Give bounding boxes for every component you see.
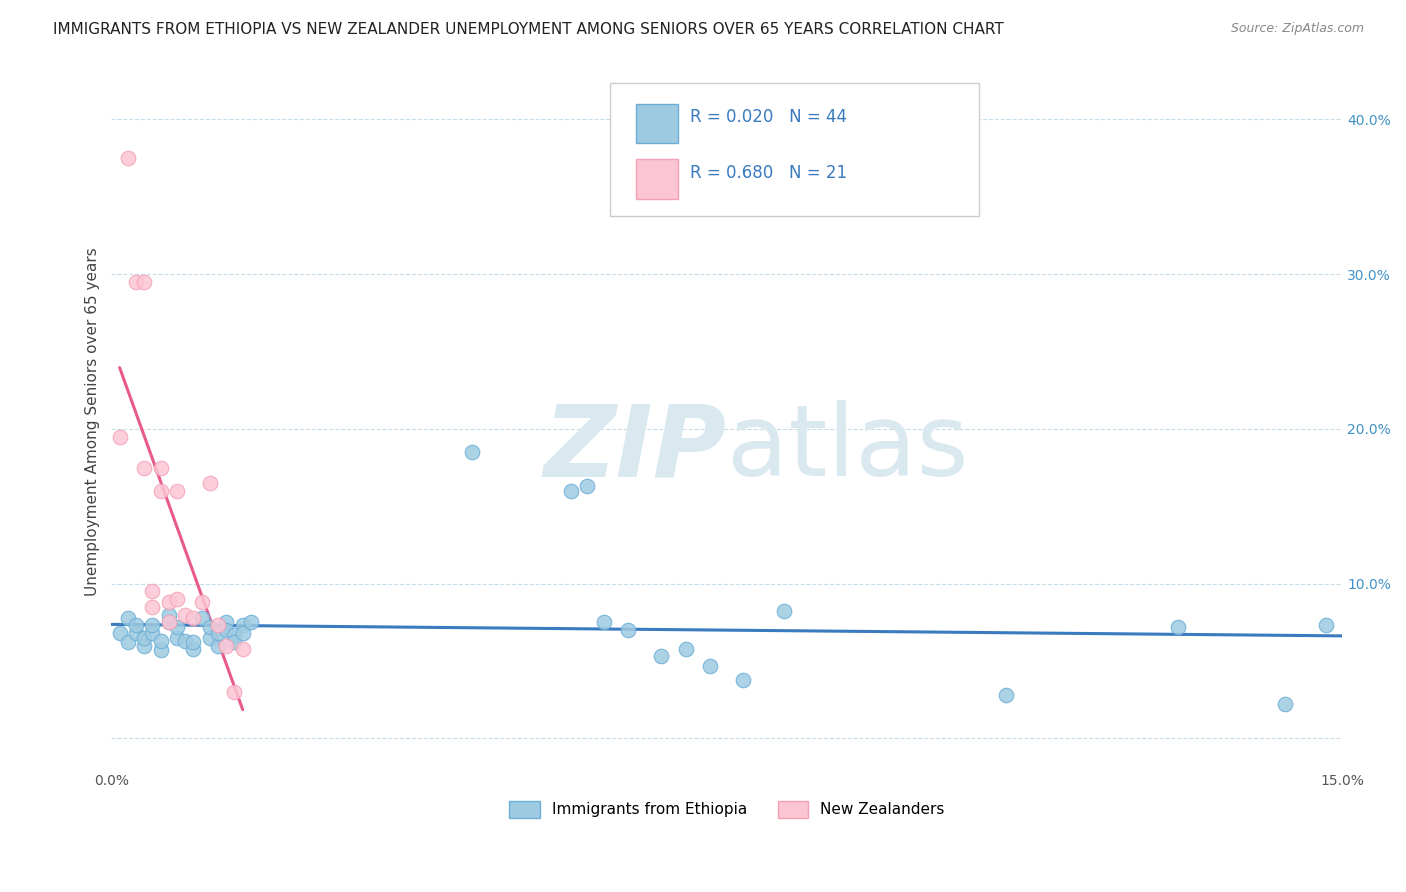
FancyBboxPatch shape	[636, 103, 678, 144]
Point	[141, 584, 163, 599]
Point	[174, 607, 197, 622]
Point	[166, 631, 188, 645]
Text: IMMIGRANTS FROM ETHIOPIA VS NEW ZEALANDER UNEMPLOYMENT AMONG SENIORS OVER 65 YEA: IMMIGRANTS FROM ETHIOPIA VS NEW ZEALANDE…	[53, 22, 1004, 37]
Point	[117, 635, 139, 649]
Point	[650, 649, 672, 664]
Point	[215, 639, 238, 653]
Point	[183, 610, 205, 624]
Point	[108, 626, 131, 640]
Point	[117, 610, 139, 624]
Point	[125, 275, 148, 289]
Point	[174, 633, 197, 648]
Point	[125, 618, 148, 632]
Point	[166, 483, 188, 498]
Point	[733, 673, 755, 687]
Point	[232, 626, 254, 640]
Point	[198, 631, 221, 645]
Point	[157, 615, 180, 630]
Point	[134, 275, 156, 289]
Point	[149, 460, 172, 475]
Point	[183, 635, 205, 649]
Point	[232, 641, 254, 656]
Point	[198, 476, 221, 491]
Point	[675, 641, 697, 656]
Point	[141, 618, 163, 632]
Point	[134, 460, 156, 475]
Point	[207, 626, 229, 640]
Point	[134, 639, 156, 653]
Point	[141, 626, 163, 640]
Point	[125, 626, 148, 640]
Point	[1274, 698, 1296, 712]
FancyBboxPatch shape	[610, 84, 979, 216]
Point	[157, 607, 180, 622]
Point	[134, 631, 156, 645]
Point	[461, 445, 484, 459]
Point	[773, 605, 796, 619]
Text: R = 0.680   N = 21: R = 0.680 N = 21	[690, 163, 846, 182]
Point	[149, 643, 172, 657]
Point	[157, 615, 180, 630]
FancyBboxPatch shape	[636, 160, 678, 199]
Point	[149, 633, 172, 648]
Point	[166, 592, 188, 607]
Text: atlas: atlas	[727, 401, 969, 498]
Point	[560, 483, 582, 498]
Text: R = 0.020   N = 44: R = 0.020 N = 44	[690, 108, 846, 126]
Legend: Immigrants from Ethiopia, New Zealanders: Immigrants from Ethiopia, New Zealanders	[503, 795, 950, 824]
Point	[117, 151, 139, 165]
Point	[994, 688, 1017, 702]
Point	[190, 595, 212, 609]
Point	[224, 628, 246, 642]
Text: Source: ZipAtlas.com: Source: ZipAtlas.com	[1230, 22, 1364, 36]
Point	[1167, 620, 1189, 634]
Point	[149, 483, 172, 498]
Point	[699, 658, 721, 673]
Point	[166, 620, 188, 634]
Point	[207, 639, 229, 653]
Point	[108, 429, 131, 443]
Point	[224, 685, 246, 699]
Point	[239, 615, 262, 630]
Point	[157, 595, 180, 609]
Point	[215, 623, 238, 637]
Text: ZIP: ZIP	[544, 401, 727, 498]
Point	[190, 610, 212, 624]
Point	[592, 615, 614, 630]
Point	[224, 635, 246, 649]
Point	[207, 618, 229, 632]
Point	[1315, 618, 1337, 632]
Point	[617, 623, 640, 637]
Point	[232, 618, 254, 632]
Point	[198, 620, 221, 634]
Y-axis label: Unemployment Among Seniors over 65 years: Unemployment Among Seniors over 65 years	[86, 247, 100, 596]
Point	[215, 615, 238, 630]
Point	[576, 479, 599, 493]
Point	[183, 641, 205, 656]
Point	[141, 599, 163, 614]
